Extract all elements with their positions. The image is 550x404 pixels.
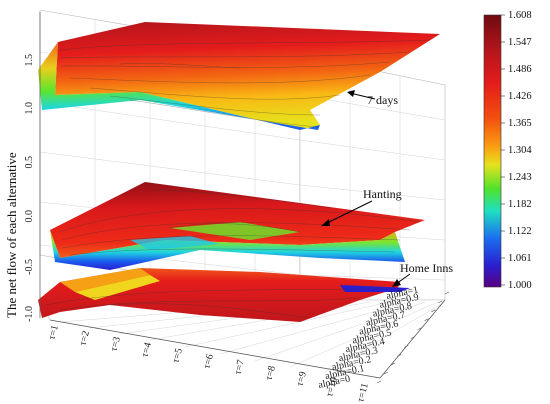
alpha-tick-mark [383, 371, 388, 375]
label-home-inns: Home Inns [400, 261, 453, 275]
tau-tick-label: τ=6 [201, 353, 215, 370]
arrowhead-icon [321, 219, 330, 226]
label-hanting: Hanting [363, 187, 402, 201]
alpha-tick-mark [424, 318, 429, 321]
alpha-tick-mark [410, 336, 416, 339]
annotations: 7 days Hanting Home Inns [321, 90, 453, 287]
alpha-axis: alpha=1alpha=0.9alpha=0.8alpha=0.7alpha=… [317, 284, 450, 391]
tau-tick-label: τ=2 [77, 330, 91, 347]
colorbar-tick-label: 1.061 [508, 253, 532, 264]
tau-tick-label: τ=11 [355, 382, 371, 403]
colorbar-tick-label: 1.486 [508, 64, 532, 75]
z-tick-label: 1.5 [24, 54, 35, 67]
alpha-tick-mark [390, 362, 395, 366]
arrow-7-days [349, 92, 376, 100]
tau-tick-label: τ=7 [232, 359, 246, 376]
colorbar-tick-label: 1.365 [508, 118, 532, 129]
z-axis: 1.5 1.0 0.5 0.0 -0.5 -1.0 [24, 12, 41, 322]
tau-tick-label: τ=5 [170, 347, 184, 364]
colorbar: 1.608 1.547 1.486 1.426 1.365 1.304 1.243 1.182… [483, 10, 532, 291]
alpha-tick-mark [404, 345, 409, 348]
z-tick-label: -0.5 [24, 259, 35, 275]
alpha-tick-mark [376, 380, 382, 384]
colorbar-tick-label: 1.182 [508, 199, 532, 210]
arrowhead-icon [347, 90, 355, 97]
arrowhead-icon [392, 279, 401, 287]
tau-tick-label: τ=4 [139, 341, 153, 358]
colorbar-tick-label: 1.243 [508, 172, 532, 183]
y-axis-label: The net flow of each alternative [4, 152, 19, 318]
x-axis: τ=1 τ=2 τ=3 τ=4 τ=5 τ=6 τ=7 τ=8 τ=9 τ=10 τ=11 [46, 319, 381, 403]
surface-7-days [38, 22, 440, 130]
arrow-hanting [324, 200, 373, 225]
colorbar-tick-label: 1.000 [508, 280, 532, 291]
tau-tick-label: τ=9 [294, 370, 308, 387]
colorbar-gradient [483, 14, 502, 288]
colorbar-tick-label: 1.608 [508, 10, 532, 21]
colorbar-tick-label: 1.122 [508, 226, 532, 237]
alpha-tick-mark [444, 291, 450, 295]
alpha-tick-mark [397, 354, 402, 357]
alpha-tick-mark [438, 300, 443, 304]
alpha-tick-mark [417, 327, 422, 330]
z-tick-label: -1.0 [24, 306, 35, 322]
surface-home-inns [38, 268, 410, 322]
tau-tick-label: τ=8 [263, 365, 277, 382]
colorbar-tick-label: 1.426 [508, 91, 532, 102]
tau-tick-label: τ=10 [324, 376, 340, 398]
tau-tick-label: τ=1 [46, 324, 60, 341]
surface-hanting [50, 182, 425, 270]
alpha-tick-mark [431, 309, 436, 313]
label-7-days: 7 days [367, 93, 398, 107]
tau-tick-label: τ=3 [108, 336, 122, 353]
z-tick-label: 0.0 [24, 210, 35, 223]
colorbar-tick-label: 1.304 [508, 145, 532, 156]
z-tick-label: 0.5 [24, 156, 35, 169]
colorbar-tick-label: 1.547 [508, 37, 532, 48]
z-tick-label: 1.0 [24, 102, 35, 115]
